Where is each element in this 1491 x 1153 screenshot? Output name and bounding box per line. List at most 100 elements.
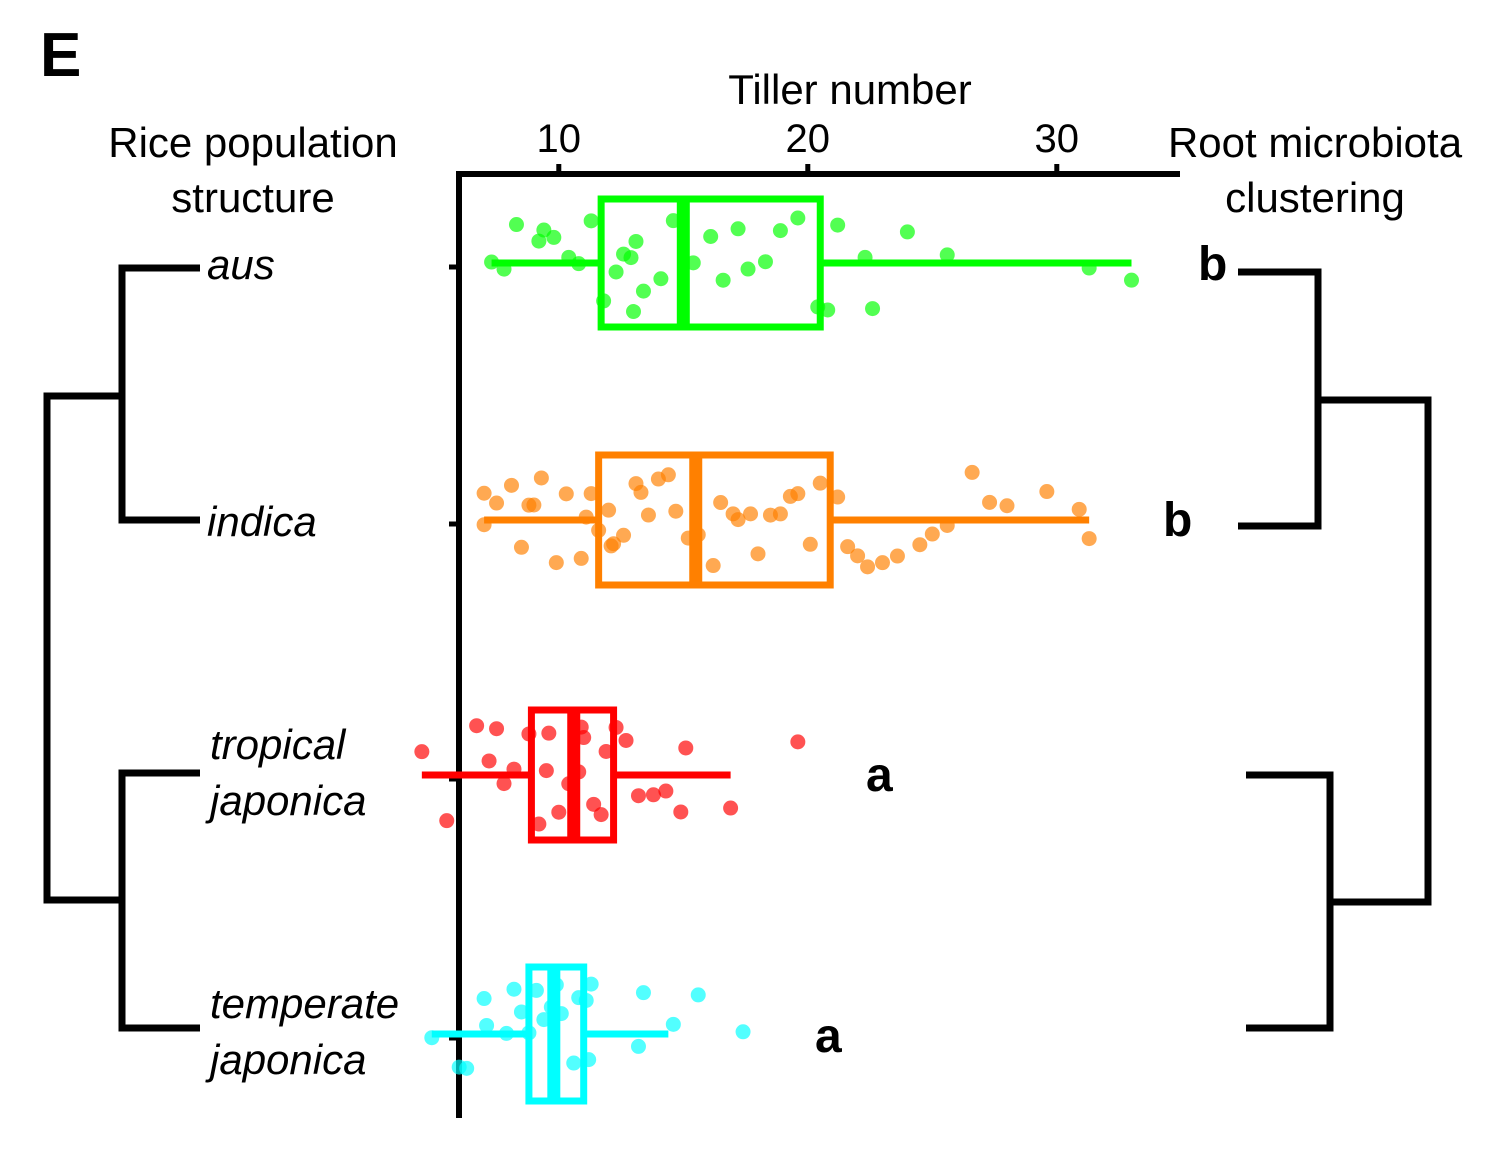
data-point — [723, 800, 739, 816]
left-header-line-1: Rice population — [108, 119, 398, 166]
data-point — [790, 486, 806, 502]
data-point — [496, 261, 512, 277]
microbiota-dendrogram — [1238, 268, 1432, 1032]
data-point — [424, 1030, 440, 1046]
data-point — [601, 502, 617, 518]
data-point — [538, 763, 554, 779]
data-point — [705, 558, 721, 574]
data-point — [583, 213, 599, 229]
data-point — [513, 1004, 529, 1020]
panel-label: E — [40, 21, 81, 90]
group-label: tropical — [210, 721, 347, 768]
data-point — [499, 1025, 515, 1041]
significance-letter: b — [1163, 494, 1192, 547]
data-point — [513, 539, 529, 555]
group-label: temperate — [210, 980, 399, 1027]
data-point — [1081, 260, 1097, 276]
data-point — [757, 254, 773, 270]
data-point — [630, 788, 646, 804]
data-point — [489, 721, 505, 737]
data-point — [939, 517, 955, 533]
data-point — [653, 271, 669, 287]
data-point — [583, 486, 599, 502]
data-point — [536, 222, 552, 238]
data-point — [889, 548, 905, 564]
data-point — [875, 555, 890, 571]
data-point — [645, 787, 661, 803]
data-point — [608, 264, 624, 280]
data-point — [660, 467, 676, 483]
data-point — [526, 497, 542, 513]
dendrogram-root — [43, 392, 122, 904]
left-header-line-2: structure — [171, 174, 334, 221]
data-point — [551, 804, 567, 820]
data-point — [578, 509, 594, 525]
data-point — [924, 526, 940, 542]
data-point — [618, 732, 634, 748]
x-tick-label: 20 — [786, 117, 831, 161]
data-point — [506, 761, 522, 777]
data-point — [850, 548, 866, 564]
right-header-line-1: Root microbiota — [1168, 119, 1463, 166]
data-point — [606, 536, 622, 552]
data-point — [740, 261, 756, 277]
data-point — [658, 783, 674, 799]
data-point — [665, 1016, 681, 1032]
microbiota-root — [1318, 396, 1432, 906]
group-label: japonica — [205, 1036, 366, 1083]
data-point — [857, 249, 873, 265]
data-point — [548, 555, 564, 571]
data-point — [964, 464, 980, 480]
data-point — [860, 559, 876, 575]
microbiota-branch-upper — [1238, 268, 1322, 530]
data-point — [635, 985, 651, 1001]
data-point — [999, 498, 1015, 514]
data-point — [713, 494, 729, 510]
data-point — [503, 477, 519, 493]
data-point — [630, 1038, 646, 1054]
data-point — [571, 256, 587, 272]
group-label: aus — [207, 241, 275, 288]
data-point — [865, 301, 881, 317]
data-point — [476, 485, 492, 501]
data-point — [1081, 531, 1097, 547]
data-point — [912, 537, 928, 553]
data-point — [1071, 501, 1087, 517]
x-tick-label: 30 — [1035, 117, 1080, 161]
data-point — [583, 976, 599, 992]
plot-axes — [456, 171, 1180, 1118]
x-tick-label: 10 — [537, 117, 582, 161]
group-label: indica — [207, 498, 317, 545]
data-point — [414, 744, 430, 760]
data-point — [1124, 272, 1139, 288]
data-point — [730, 512, 746, 528]
data-point — [743, 506, 759, 522]
data-point — [593, 807, 609, 823]
data-point — [982, 494, 998, 510]
data-point — [481, 753, 497, 769]
data-point — [476, 991, 492, 1007]
data-point — [573, 550, 589, 566]
data-point — [830, 217, 846, 233]
data-point — [506, 981, 522, 997]
data-point — [735, 1024, 751, 1040]
data-point — [899, 224, 915, 240]
data-point — [479, 1017, 495, 1033]
dendrogram-branch-japonica — [118, 769, 200, 1032]
data-point — [772, 223, 788, 239]
data-point — [469, 718, 485, 734]
data-point — [640, 507, 656, 523]
data-point — [790, 734, 806, 750]
data-point — [830, 489, 846, 505]
box-iqr — [595, 451, 834, 589]
significance-letter: a — [815, 1010, 842, 1063]
data-point — [626, 304, 641, 320]
dendrogram-branch-aus-indica — [118, 264, 200, 524]
plot-area: aus b indica b tropical japonica a temperate jap… — [205, 195, 1227, 1105]
data-point — [531, 816, 547, 832]
group-label: japonica — [205, 777, 366, 824]
x-axis-title: Tiller number — [728, 66, 972, 113]
data-point — [628, 233, 644, 249]
data-point — [668, 503, 684, 519]
data-point — [635, 283, 651, 299]
